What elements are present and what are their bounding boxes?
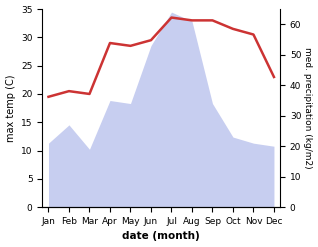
Y-axis label: max temp (C): max temp (C) xyxy=(5,74,16,142)
X-axis label: date (month): date (month) xyxy=(122,231,200,242)
Y-axis label: med. precipitation (kg/m2): med. precipitation (kg/m2) xyxy=(303,47,313,169)
